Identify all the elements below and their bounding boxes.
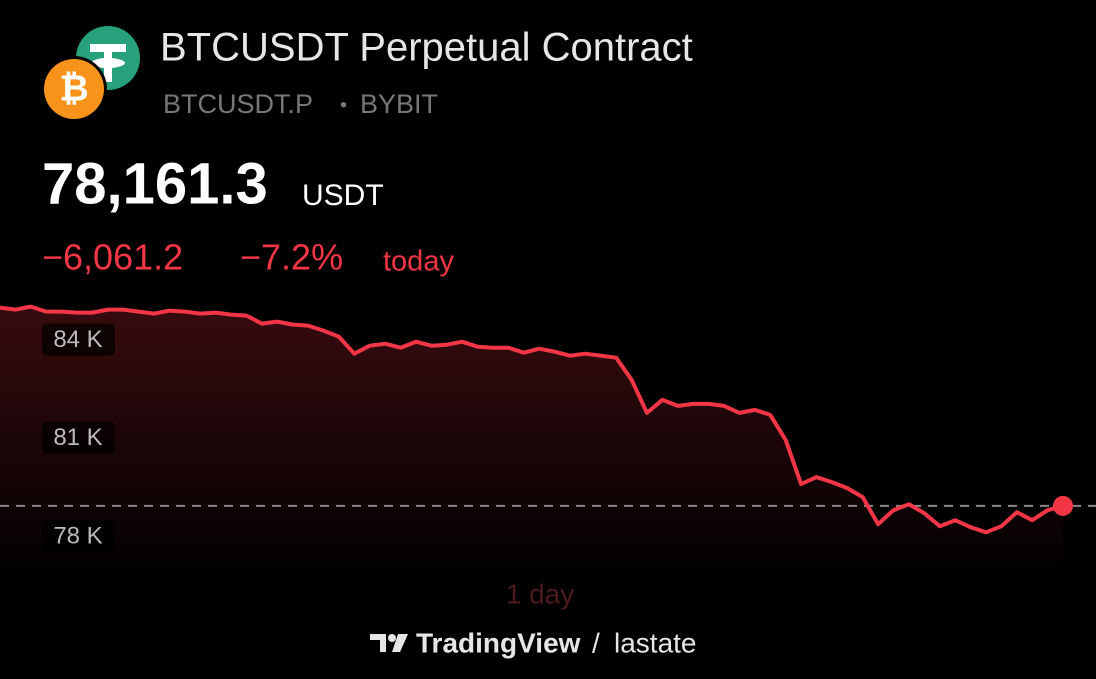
period: today <box>383 246 454 278</box>
y-tick-label: 78 K <box>53 523 102 550</box>
last-price-dot <box>1053 495 1073 516</box>
svg-text:₿: ₿ <box>59 68 88 109</box>
range-label: 1 day <box>506 578 575 609</box>
bitcoin-icon: ₿ <box>41 56 107 122</box>
currency: USDT <box>302 179 384 212</box>
price: 78,161.3 <box>42 151 268 216</box>
y-tick-label: 84 K <box>53 326 102 353</box>
change: −6,061.2 <box>42 237 183 278</box>
plot: 84 K 81 K 78 K <box>0 304 1096 580</box>
change-percent: −7.2% <box>240 237 343 278</box>
exchange: BYBIT <box>360 89 438 119</box>
symbol: BTCUSDT.P <box>163 89 313 119</box>
area <box>0 306 1063 580</box>
tradingview-logo <box>370 634 408 652</box>
y-tick-box <box>42 421 115 454</box>
y-tick-box <box>42 323 115 356</box>
author: lastate <box>614 627 697 658</box>
y-tick-box <box>42 520 115 553</box>
brand: TradingView <box>416 627 581 658</box>
separator: • <box>340 94 347 116</box>
y-tick-label: 81 K <box>53 424 102 451</box>
title: BTCUSDT Perpetual Contract <box>160 26 693 70</box>
price-line-series <box>0 304 1064 535</box>
divider: / <box>592 627 600 658</box>
